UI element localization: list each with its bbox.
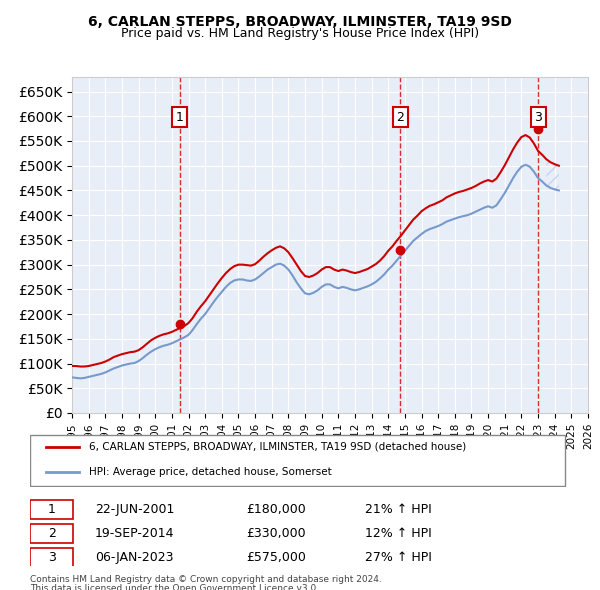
Text: 12% ↑ HPI: 12% ↑ HPI <box>365 527 431 540</box>
Text: 06-JAN-2023: 06-JAN-2023 <box>95 551 173 564</box>
Text: 22-JUN-2001: 22-JUN-2001 <box>95 503 174 516</box>
Text: £180,000: £180,000 <box>246 503 306 516</box>
Text: 19-SEP-2014: 19-SEP-2014 <box>95 527 175 540</box>
FancyBboxPatch shape <box>30 500 73 519</box>
FancyBboxPatch shape <box>30 524 73 543</box>
Text: 27% ↑ HPI: 27% ↑ HPI <box>365 551 431 564</box>
Text: 2: 2 <box>397 110 404 123</box>
Text: 2: 2 <box>47 527 56 540</box>
Text: 21% ↑ HPI: 21% ↑ HPI <box>365 503 431 516</box>
Text: Price paid vs. HM Land Registry's House Price Index (HPI): Price paid vs. HM Land Registry's House … <box>121 27 479 40</box>
Text: 6, CARLAN STEPPS, BROADWAY, ILMINSTER, TA19 9SD (detached house): 6, CARLAN STEPPS, BROADWAY, ILMINSTER, T… <box>89 442 467 452</box>
Text: HPI: Average price, detached house, Somerset: HPI: Average price, detached house, Some… <box>89 467 332 477</box>
Text: 1: 1 <box>176 110 184 123</box>
Text: 3: 3 <box>534 110 542 123</box>
Text: 6, CARLAN STEPPS, BROADWAY, ILMINSTER, TA19 9SD: 6, CARLAN STEPPS, BROADWAY, ILMINSTER, T… <box>88 15 512 29</box>
Text: 1: 1 <box>47 503 56 516</box>
Text: £330,000: £330,000 <box>246 527 305 540</box>
FancyBboxPatch shape <box>30 435 565 486</box>
Text: This data is licensed under the Open Government Licence v3.0.: This data is licensed under the Open Gov… <box>30 584 319 590</box>
FancyBboxPatch shape <box>30 548 73 567</box>
Text: 3: 3 <box>47 551 56 564</box>
Text: £575,000: £575,000 <box>246 551 306 564</box>
Text: Contains HM Land Registry data © Crown copyright and database right 2024.: Contains HM Land Registry data © Crown c… <box>30 575 382 584</box>
